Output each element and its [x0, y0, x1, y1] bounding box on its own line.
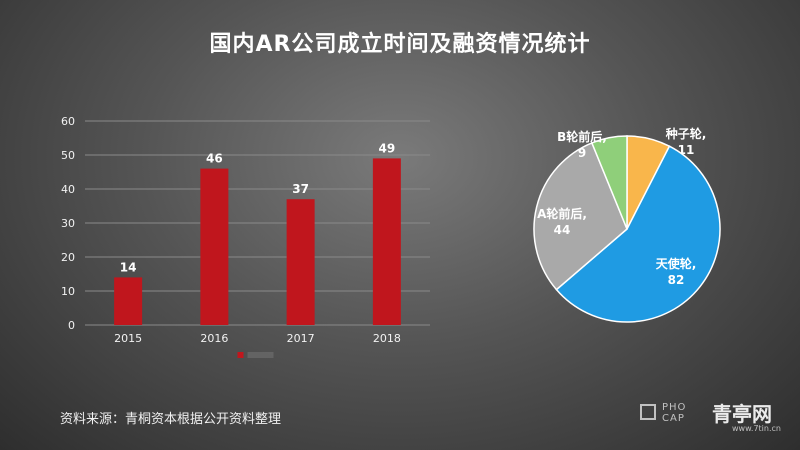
bar	[286, 199, 315, 325]
bar-value-label: 37	[292, 182, 309, 196]
bar-value-label: 14	[120, 260, 137, 274]
y-tick-label: 0	[68, 319, 75, 332]
pie-slice-label: B轮前后,	[557, 129, 607, 144]
bar-chart: 0 10 20 30 40 50 60 14 2015 46 2016 37 2017 49 2018	[61, 115, 430, 358]
bar	[114, 277, 143, 325]
watermark-brand: 青亭网	[712, 402, 772, 426]
phocap-logo-text: PHO CAP	[662, 402, 686, 424]
bar	[372, 158, 401, 325]
data-source-note: 资料来源：青桐资本根据公开资料整理	[60, 412, 282, 427]
pie-slice	[555, 145, 721, 323]
x-tick-label: 2017	[287, 332, 315, 345]
y-tick-label: 10	[61, 285, 75, 298]
watermark-url: www.7tin.cn	[732, 424, 781, 433]
legend-label-placeholder	[247, 352, 274, 358]
chart-title: 国内AR公司成立时间及融资情况统计	[209, 32, 591, 57]
pie-slice-value: 9	[578, 146, 586, 160]
bar	[200, 168, 229, 325]
pie-slice	[590, 135, 628, 230]
y-tick-label: 20	[61, 251, 75, 264]
phocap-logo-icon	[640, 404, 656, 420]
y-tick-label: 60	[61, 115, 75, 128]
bar-value-label: 46	[206, 152, 223, 166]
pie-slice-label: 天使轮,	[656, 256, 697, 271]
pie-slice-label: 种子轮,	[665, 126, 707, 141]
logo-line-2: CAP	[662, 413, 685, 424]
pie-slice-value: 82	[668, 273, 685, 287]
y-tick-label: 30	[61, 217, 75, 230]
y-tick-label: 50	[61, 149, 75, 162]
pie-slice-label: A轮前后,	[537, 206, 587, 221]
pie-slice-value: 44	[554, 223, 571, 237]
x-tick-label: 2015	[114, 332, 142, 345]
x-tick-label: 2016	[200, 332, 228, 345]
bar-value-label: 49	[379, 141, 396, 155]
legend-swatch	[237, 352, 244, 358]
logo-line-1: PHO	[662, 402, 687, 413]
x-tick-label: 2018	[373, 332, 401, 345]
y-tick-label: 40	[61, 183, 75, 196]
pie-slice	[533, 141, 628, 291]
